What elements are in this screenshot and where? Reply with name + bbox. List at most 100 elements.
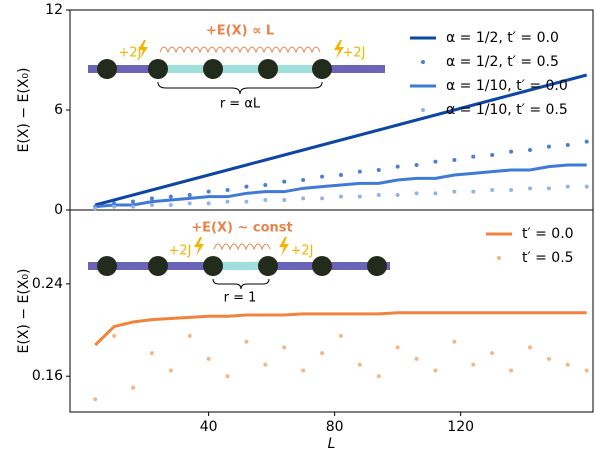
site	[148, 256, 168, 276]
data-point	[527, 148, 532, 152]
data-point	[546, 144, 551, 149]
site	[203, 256, 223, 276]
legend-label: t′ = 0.5	[522, 250, 574, 266]
data-point	[490, 188, 495, 192]
annotation: +E(X) ~ const	[191, 221, 292, 236]
data-point	[395, 164, 400, 169]
data-point	[414, 191, 419, 196]
site	[97, 256, 117, 276]
data-point	[263, 183, 268, 187]
y-tick-label: 0.16	[32, 368, 63, 384]
data-point	[357, 194, 362, 199]
data-point	[263, 198, 268, 202]
data-point	[282, 179, 287, 184]
site	[312, 256, 332, 276]
y-tick-label: 0	[54, 202, 63, 218]
brace	[157, 81, 323, 95]
y-tick-label: 0.24	[32, 276, 63, 292]
site	[258, 256, 278, 276]
data-point	[414, 356, 419, 361]
data-point	[490, 153, 495, 157]
bolt	[279, 237, 289, 256]
annotation: +2J	[169, 244, 192, 259]
series-line	[94, 73, 588, 207]
data-point	[452, 339, 457, 344]
annotation: +2J	[119, 46, 142, 61]
data-point	[187, 201, 192, 206]
data-point	[414, 163, 419, 167]
data-point	[376, 168, 381, 172]
data-point	[206, 201, 211, 206]
data-point	[471, 154, 476, 159]
data-point	[244, 184, 249, 189]
data-point	[320, 351, 325, 356]
site	[258, 59, 278, 79]
legend-label: α = 1/10, t′ = 0.5	[446, 102, 568, 118]
annotation: r = 1	[224, 291, 257, 306]
data-point	[320, 174, 325, 179]
data-point	[282, 198, 287, 202]
data-point	[131, 385, 136, 390]
legend-label: α = 1/2, t′ = 0.5	[446, 54, 559, 70]
spring	[213, 243, 271, 251]
data-point	[282, 345, 287, 350]
annotation: +E(X) ∝ L	[206, 24, 274, 39]
data-point	[490, 351, 495, 356]
data-point	[527, 186, 532, 191]
data-point	[357, 169, 362, 174]
data-point	[225, 199, 230, 204]
data-point	[225, 188, 230, 192]
data-point	[509, 188, 514, 192]
y-tick-label: 6	[54, 102, 63, 118]
data-point	[546, 356, 551, 361]
legend-swatch	[497, 256, 501, 260]
legend-label: α = 1/10, t′ = 0.0	[446, 78, 568, 94]
series-line	[94, 311, 587, 347]
data-point	[206, 189, 211, 194]
segment	[158, 65, 322, 73]
x-tick-label: 80	[326, 419, 344, 435]
series-line	[95, 163, 587, 209]
data-point	[433, 368, 438, 373]
data-point	[187, 193, 192, 197]
site	[148, 59, 168, 79]
data-point	[244, 199, 249, 204]
data-point	[168, 194, 173, 199]
data-point	[471, 362, 476, 367]
data-point	[509, 149, 514, 154]
data-point	[395, 345, 400, 350]
data-point	[168, 368, 173, 373]
site	[367, 256, 387, 276]
y-axis-label: E(X) − E(X₀)	[16, 68, 32, 153]
legend-label: α = 1/2, t′ = 0.0	[446, 30, 559, 46]
site	[312, 59, 332, 79]
data-point	[584, 139, 589, 144]
panel: 0.16 0.24 40 80 120 L E(X) − E(X₀) t′ = 0.0 t′ =…	[16, 209, 594, 450]
legend-label: t′ = 0.0	[522, 226, 574, 242]
data-point	[263, 362, 268, 367]
data-point	[584, 368, 589, 373]
data-point	[320, 196, 325, 201]
data-point	[338, 333, 343, 338]
data-point	[131, 204, 136, 209]
data-point	[452, 189, 457, 194]
data-point	[93, 206, 98, 211]
bolt	[334, 40, 344, 59]
data-point	[301, 368, 306, 373]
data-point	[301, 178, 306, 182]
data-point	[565, 143, 570, 147]
data-point	[395, 193, 400, 197]
data-point	[244, 339, 249, 344]
legend-swatch	[421, 108, 425, 112]
data-point	[357, 362, 362, 367]
data-point	[433, 191, 438, 196]
data-point	[509, 368, 514, 373]
data-point	[565, 184, 570, 189]
site	[203, 59, 223, 79]
bolt	[194, 237, 204, 256]
site	[97, 59, 117, 79]
data-point	[565, 362, 570, 367]
annotation: +2J	[343, 46, 366, 61]
data-point	[131, 199, 136, 204]
